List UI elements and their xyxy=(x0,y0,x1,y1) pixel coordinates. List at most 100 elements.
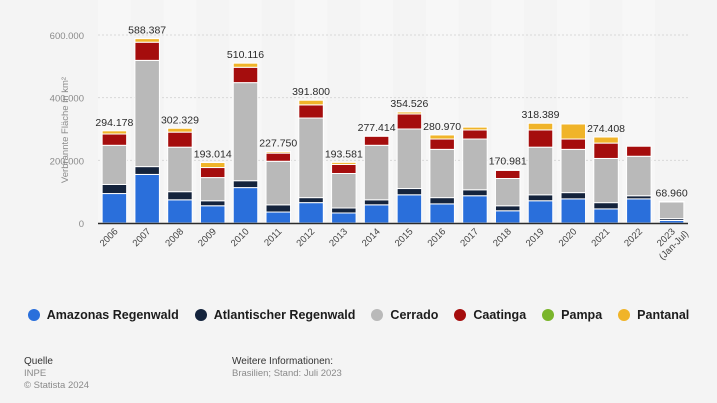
bar-segment-pantanal[interactable] xyxy=(199,162,226,169)
legend-item-pampa[interactable]: Pampa xyxy=(542,308,602,322)
bar-segment-amazonas-regenwald[interactable] xyxy=(363,204,390,224)
bar-segment-atlantischer-regenwald[interactable] xyxy=(199,200,226,207)
bar-segment-pantanal[interactable] xyxy=(494,168,521,171)
bar-segment-pantanal[interactable] xyxy=(101,130,128,135)
legend-item-cerrado[interactable]: Cerrado xyxy=(371,308,438,322)
bar-segment-caatinga[interactable] xyxy=(265,152,292,162)
bar-segment-atlantischer-regenwald[interactable] xyxy=(593,202,619,210)
bar-segment-cerrado[interactable] xyxy=(593,157,619,204)
bar-segment-amazonas-regenwald[interactable] xyxy=(265,211,292,224)
bar-segment-atlantischer-regenwald[interactable] xyxy=(462,189,488,197)
x-tick-label: 2020 xyxy=(557,226,580,249)
bar-segment-cerrado[interactable] xyxy=(462,138,488,191)
bar-segment-amazonas-regenwald[interactable] xyxy=(593,208,619,224)
bar-segment-atlantischer-regenwald[interactable] xyxy=(298,197,324,204)
bar-segment-atlantischer-regenwald[interactable] xyxy=(429,197,455,205)
bar-segment-caatinga[interactable] xyxy=(494,169,521,180)
bar-segment-caatinga[interactable] xyxy=(527,129,554,148)
legend-marker-icon xyxy=(371,309,384,321)
bar-segment-cerrado[interactable] xyxy=(265,160,292,206)
bar-segment-pantanal[interactable] xyxy=(396,111,423,115)
bar-segment-amazonas-regenwald[interactable] xyxy=(527,200,554,224)
bar-segment-caatinga[interactable] xyxy=(331,163,357,174)
bar-segment-cerrado[interactable] xyxy=(134,59,160,168)
legend-item-caatinga[interactable]: Caatinga xyxy=(454,308,526,322)
bar-segment-cerrado[interactable] xyxy=(658,201,685,220)
bar-segment-cerrado[interactable] xyxy=(101,144,128,185)
bar-segment-atlantischer-regenwald[interactable] xyxy=(101,183,128,195)
bar-segment-amazonas-regenwald[interactable] xyxy=(331,212,357,224)
bar-segment-pantanal[interactable] xyxy=(167,127,193,133)
bar-segment-amazonas-regenwald[interactable] xyxy=(134,173,160,224)
x-tick-label: 2019 xyxy=(524,226,547,249)
bar-segment-pantanal[interactable] xyxy=(429,134,455,140)
total-label: 280.970 xyxy=(423,121,461,133)
bar-segment-cerrado[interactable] xyxy=(626,155,652,197)
bar-segment-pantanal[interactable] xyxy=(593,136,619,144)
x-tick-label: 2023(Jan-Jul) xyxy=(655,226,691,262)
bar-segment-pantanal[interactable] xyxy=(331,161,357,165)
bar-segment-amazonas-regenwald[interactable] xyxy=(199,205,226,224)
total-label: 510.116 xyxy=(227,49,264,61)
bar-segment-atlantischer-regenwald[interactable] xyxy=(134,166,160,175)
bar-segment-pantanal[interactable] xyxy=(298,99,324,106)
bar-segment-amazonas-regenwald[interactable] xyxy=(396,194,423,224)
bar-segment-pantanal[interactable] xyxy=(265,151,292,154)
bar-segment-caatinga[interactable] xyxy=(363,135,390,146)
bar-segment-cerrado[interactable] xyxy=(167,146,193,193)
bar-segment-cerrado[interactable] xyxy=(560,148,587,194)
bar-segment-amazonas-regenwald[interactable] xyxy=(101,193,128,224)
bar-segment-pantanal[interactable] xyxy=(232,62,259,68)
bar-segment-atlantischer-regenwald[interactable] xyxy=(167,191,193,201)
bar-segment-caatinga[interactable] xyxy=(626,145,652,157)
bar-segment-caatinga[interactable] xyxy=(167,131,193,148)
legend-item-amazonas-regenwald[interactable]: Amazonas Regenwald xyxy=(27,308,179,322)
bar-segment-amazonas-regenwald[interactable] xyxy=(626,198,652,224)
bar-segment-amazonas-regenwald[interactable] xyxy=(298,202,324,224)
bar-segment-amazonas-regenwald[interactable] xyxy=(167,199,193,224)
bar-segment-caatinga[interactable] xyxy=(199,167,226,179)
bar-segment-pantanal[interactable] xyxy=(134,38,160,43)
x-tick-text: 2012 xyxy=(294,226,317,249)
bar-segment-cerrado[interactable] xyxy=(494,178,521,207)
bar-segment-amazonas-regenwald[interactable] xyxy=(462,195,488,224)
bar-segment-atlantischer-regenwald[interactable] xyxy=(560,192,587,200)
bar-segment-cerrado[interactable] xyxy=(199,177,226,202)
x-tick-text: 2006 xyxy=(98,226,121,249)
bar-segment-atlantischer-regenwald[interactable] xyxy=(265,204,292,213)
legend-item-pantanal[interactable]: Pantanal xyxy=(618,308,689,322)
legend-item-atlantischer-regenwald[interactable]: Atlantischer Regenwald xyxy=(194,308,355,322)
bar-segment-atlantischer-regenwald[interactable] xyxy=(527,194,554,202)
bar-segment-amazonas-regenwald[interactable] xyxy=(429,203,455,224)
bar-segment-pantanal[interactable] xyxy=(462,126,488,131)
bar-segment-caatinga[interactable] xyxy=(396,113,423,130)
bar-segment-cerrado[interactable] xyxy=(331,172,357,209)
x-tick-label: 2010 xyxy=(229,226,252,249)
bar-segment-atlantischer-regenwald[interactable] xyxy=(232,180,259,189)
bar-segment-atlantischer-regenwald[interactable] xyxy=(363,199,390,206)
bar-segment-caatinga[interactable] xyxy=(593,142,619,159)
bar-segment-pantanal[interactable] xyxy=(527,122,554,131)
bar-segment-caatinga[interactable] xyxy=(429,138,455,150)
bar-segment-pantanal[interactable] xyxy=(560,123,587,140)
bar-segment-cerrado[interactable] xyxy=(232,82,259,182)
bar-segment-cerrado[interactable] xyxy=(429,148,455,199)
bar-segment-atlantischer-regenwald[interactable] xyxy=(494,205,521,212)
bar-segment-cerrado[interactable] xyxy=(363,144,390,201)
bar-segment-cerrado[interactable] xyxy=(396,128,423,190)
bar-segment-caatinga[interactable] xyxy=(232,66,259,84)
bar-segment-amazonas-regenwald[interactable] xyxy=(494,210,521,224)
bar-segment-caatinga[interactable] xyxy=(101,133,128,146)
bar-segment-caatinga[interactable] xyxy=(462,129,488,140)
bar-segment-atlantischer-regenwald[interactable] xyxy=(396,188,423,196)
bar-segment-caatinga[interactable] xyxy=(134,41,160,61)
x-tick-text: 2015 xyxy=(393,226,416,249)
bar-segment-atlantischer-regenwald[interactable] xyxy=(331,207,357,214)
bar-segment-caatinga[interactable] xyxy=(298,104,324,119)
bar-segment-caatinga[interactable] xyxy=(560,138,587,150)
bar-segment-amazonas-regenwald[interactable] xyxy=(560,198,587,224)
bar-segment-cerrado[interactable] xyxy=(527,146,554,196)
bar-segment-amazonas-regenwald[interactable] xyxy=(232,187,259,224)
legend-marker-icon xyxy=(542,309,555,321)
bar-segment-cerrado[interactable] xyxy=(298,117,324,199)
